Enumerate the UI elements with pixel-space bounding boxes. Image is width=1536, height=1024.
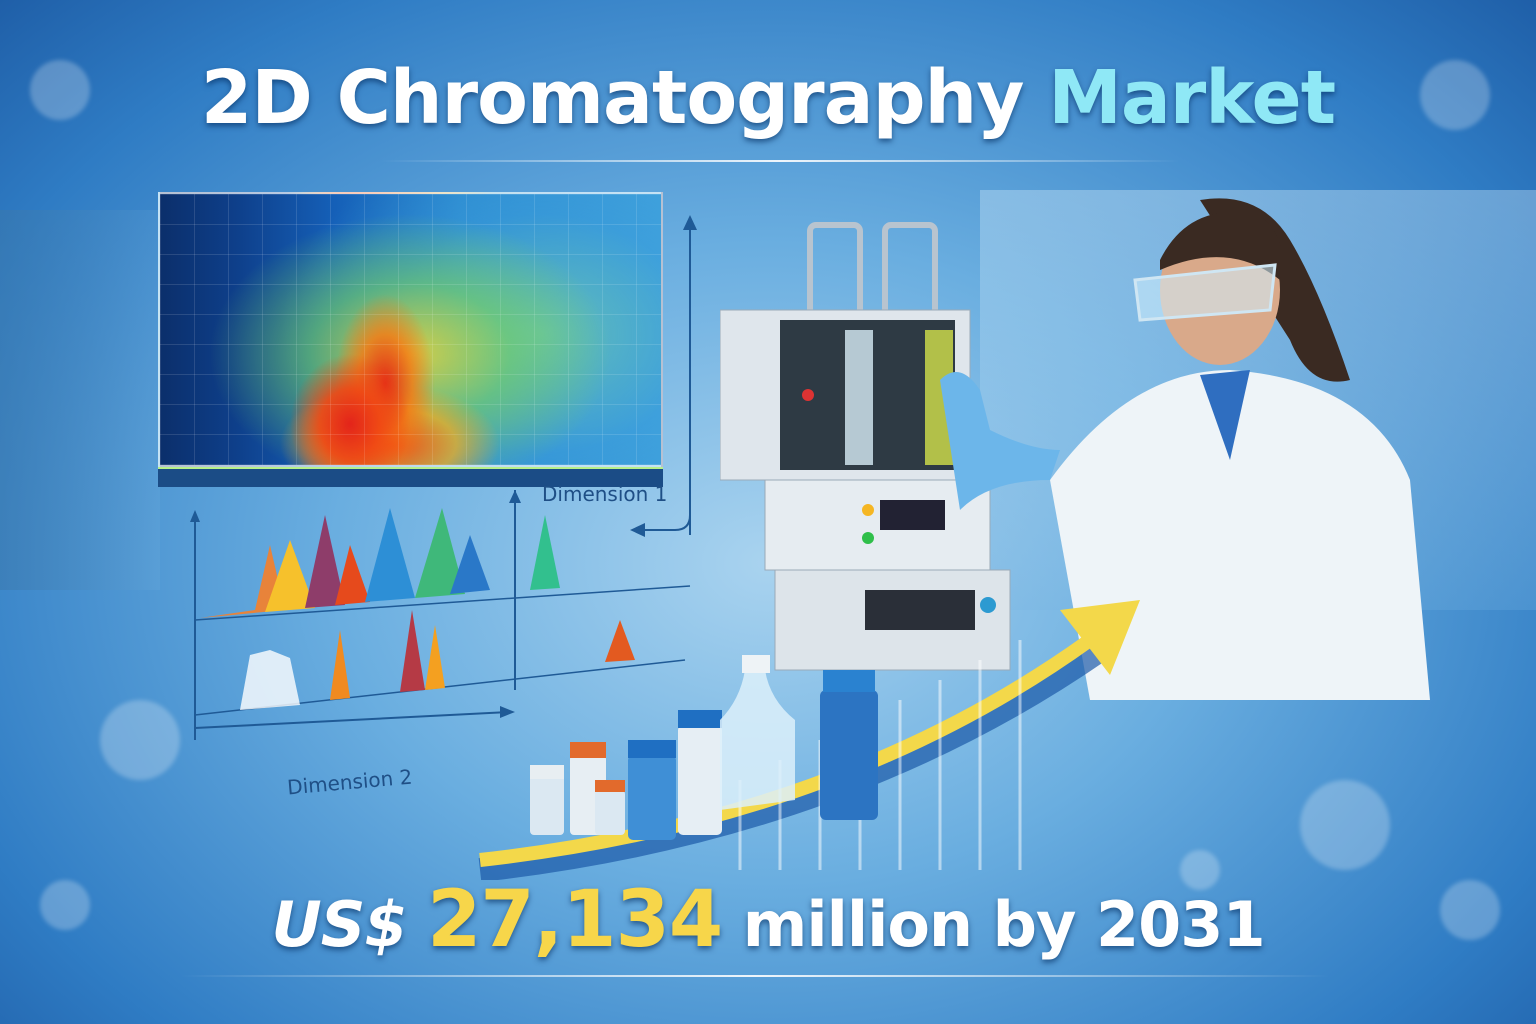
bokeh [1300, 780, 1390, 870]
1d-chromatogram-peaks [190, 490, 691, 740]
dimension-2-label: Dimension 2 [286, 764, 414, 800]
peak [530, 515, 560, 590]
page-title: 2D Chromatography Market [0, 55, 1536, 141]
dimension-1-label: Dimension 1 [542, 482, 668, 506]
value-unit-year: million by 2031 [742, 888, 1266, 961]
peak [335, 545, 370, 605]
currency: US$ [271, 888, 407, 961]
safety-glasses-icon [1133, 263, 1277, 322]
growth-arrow-icon [478, 600, 1140, 880]
scientist-illustration [940, 198, 1430, 700]
peak [450, 535, 490, 594]
peak [240, 650, 300, 710]
bokeh [1180, 850, 1220, 890]
sample-vials [530, 655, 878, 840]
title-main: 2D Chromatography [200, 55, 1025, 141]
bokeh [30, 60, 90, 120]
bokeh [40, 880, 90, 930]
divider [380, 160, 1180, 162]
market-value-headline: US$ 27,134 million by 2031 [0, 875, 1536, 965]
x-axis [194, 711, 511, 729]
dimension-1-arrow-icon [630, 215, 697, 537]
peak [425, 625, 445, 690]
axis-arrow-icon [190, 510, 200, 522]
chromatography-instrument [720, 222, 1011, 671]
bokeh [1440, 880, 1500, 940]
market-value: 27,134 [427, 875, 723, 965]
peak [200, 545, 285, 618]
divider [180, 975, 1330, 977]
bokeh [1420, 60, 1490, 130]
peak [365, 508, 415, 602]
2d-chromatogram-heatmap [158, 192, 663, 467]
gloved-hand [940, 372, 1060, 510]
title-accent: Market [1048, 55, 1336, 141]
heatmap-axis [158, 467, 663, 487]
peak [265, 540, 315, 612]
lab-background-left [0, 210, 160, 590]
bokeh [100, 700, 180, 780]
peak [605, 620, 635, 662]
axis-arrow-icon [500, 706, 515, 718]
peak [400, 610, 425, 692]
peak [330, 630, 350, 700]
peak [305, 515, 345, 608]
peak [415, 508, 465, 598]
